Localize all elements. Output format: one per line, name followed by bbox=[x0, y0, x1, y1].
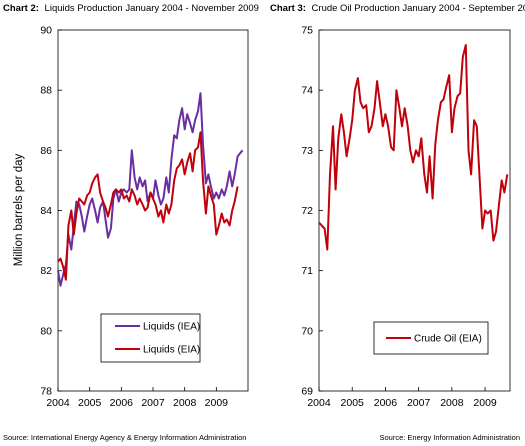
x-tick-label: 2009 bbox=[205, 397, 229, 409]
y-tick-label: 78 bbox=[40, 386, 52, 398]
y-tick-label: 82 bbox=[40, 265, 52, 277]
chart-2-x-axis: 2004 2005 2006 2007 2008 2009 bbox=[46, 387, 228, 409]
y-tick-label: 71 bbox=[301, 265, 313, 277]
y-tick-label: 75 bbox=[301, 25, 313, 37]
chart-2-title: Chart 2: Liquids Production January 2004… bbox=[3, 3, 259, 14]
chart-2-series bbox=[57, 92, 244, 287]
y-tick-label: 88 bbox=[40, 85, 52, 97]
y-tick-label: 80 bbox=[40, 325, 52, 337]
y-tick-label: 70 bbox=[301, 325, 313, 337]
chart-3-x-axis: 2004 2005 2006 2007 2008 2009 bbox=[307, 387, 497, 409]
y-tick-label: 74 bbox=[301, 85, 313, 97]
chart-2-number: Chart 2: bbox=[3, 3, 39, 14]
chart-2: Chart 2: Liquids Production January 2004… bbox=[3, 3, 259, 442]
chart-3-source: Source: Energy Information Administratio… bbox=[380, 433, 521, 442]
chart-3-title: Chart 3: Crude Oil Production January 20… bbox=[270, 3, 525, 14]
y-tick-label: 73 bbox=[301, 145, 313, 157]
x-tick-label: 2004 bbox=[307, 397, 331, 409]
chart-3-y-axis: 69 70 71 72 73 74 75 bbox=[301, 25, 323, 398]
y-tick-label: 72 bbox=[301, 205, 313, 217]
x-tick-label: 2006 bbox=[110, 397, 134, 409]
x-tick-label: 2004 bbox=[46, 397, 70, 409]
chart-2-ylabel: Million barrels per day bbox=[13, 154, 25, 267]
x-tick-label: 2007 bbox=[407, 397, 431, 409]
chart-2-title-text: Liquids Production January 2004 - Novemb… bbox=[45, 3, 259, 14]
y-tick-label: 90 bbox=[40, 25, 52, 37]
y-tick-label: 84 bbox=[40, 205, 52, 217]
x-tick-label: 2008 bbox=[440, 397, 464, 409]
y-tick-label: 69 bbox=[301, 386, 313, 398]
chart-3-series bbox=[318, 44, 509, 251]
x-tick-label: 2009 bbox=[473, 397, 497, 409]
chart-3-number: Chart 3: bbox=[270, 3, 306, 14]
chart-2-legend-box bbox=[100, 313, 201, 363]
chart-2-legend: Liquids (IEA) Liquids (EIA) bbox=[100, 313, 201, 363]
series-line-liquids-eia bbox=[57, 131, 239, 281]
y-tick-label: 86 bbox=[40, 145, 52, 157]
x-tick-label: 2005 bbox=[78, 397, 102, 409]
x-tick-label: 2007 bbox=[141, 397, 165, 409]
chart-3: Chart 3: Crude Oil Production January 20… bbox=[270, 3, 525, 442]
chart-3-legend-label-crude: Crude Oil (EIA) bbox=[414, 334, 482, 345]
chart-2-y-axis: 78 80 82 84 86 88 90 bbox=[40, 25, 62, 398]
chart-2-source: Source: International Energy Agency & En… bbox=[3, 433, 246, 442]
x-tick-label: 2005 bbox=[341, 397, 365, 409]
x-tick-label: 2006 bbox=[374, 397, 398, 409]
series-line-crude-oil-eia bbox=[318, 44, 509, 251]
chart-3-title-text: Crude Oil Production January 2004 - Sept… bbox=[312, 3, 525, 14]
chart-2-legend-label-iea: Liquids (IEA) bbox=[143, 322, 200, 333]
chart-3-legend: Crude Oil (EIA) bbox=[373, 321, 489, 355]
x-tick-label: 2008 bbox=[173, 397, 197, 409]
chart-2-legend-label-eia: Liquids (EIA) bbox=[143, 345, 200, 356]
